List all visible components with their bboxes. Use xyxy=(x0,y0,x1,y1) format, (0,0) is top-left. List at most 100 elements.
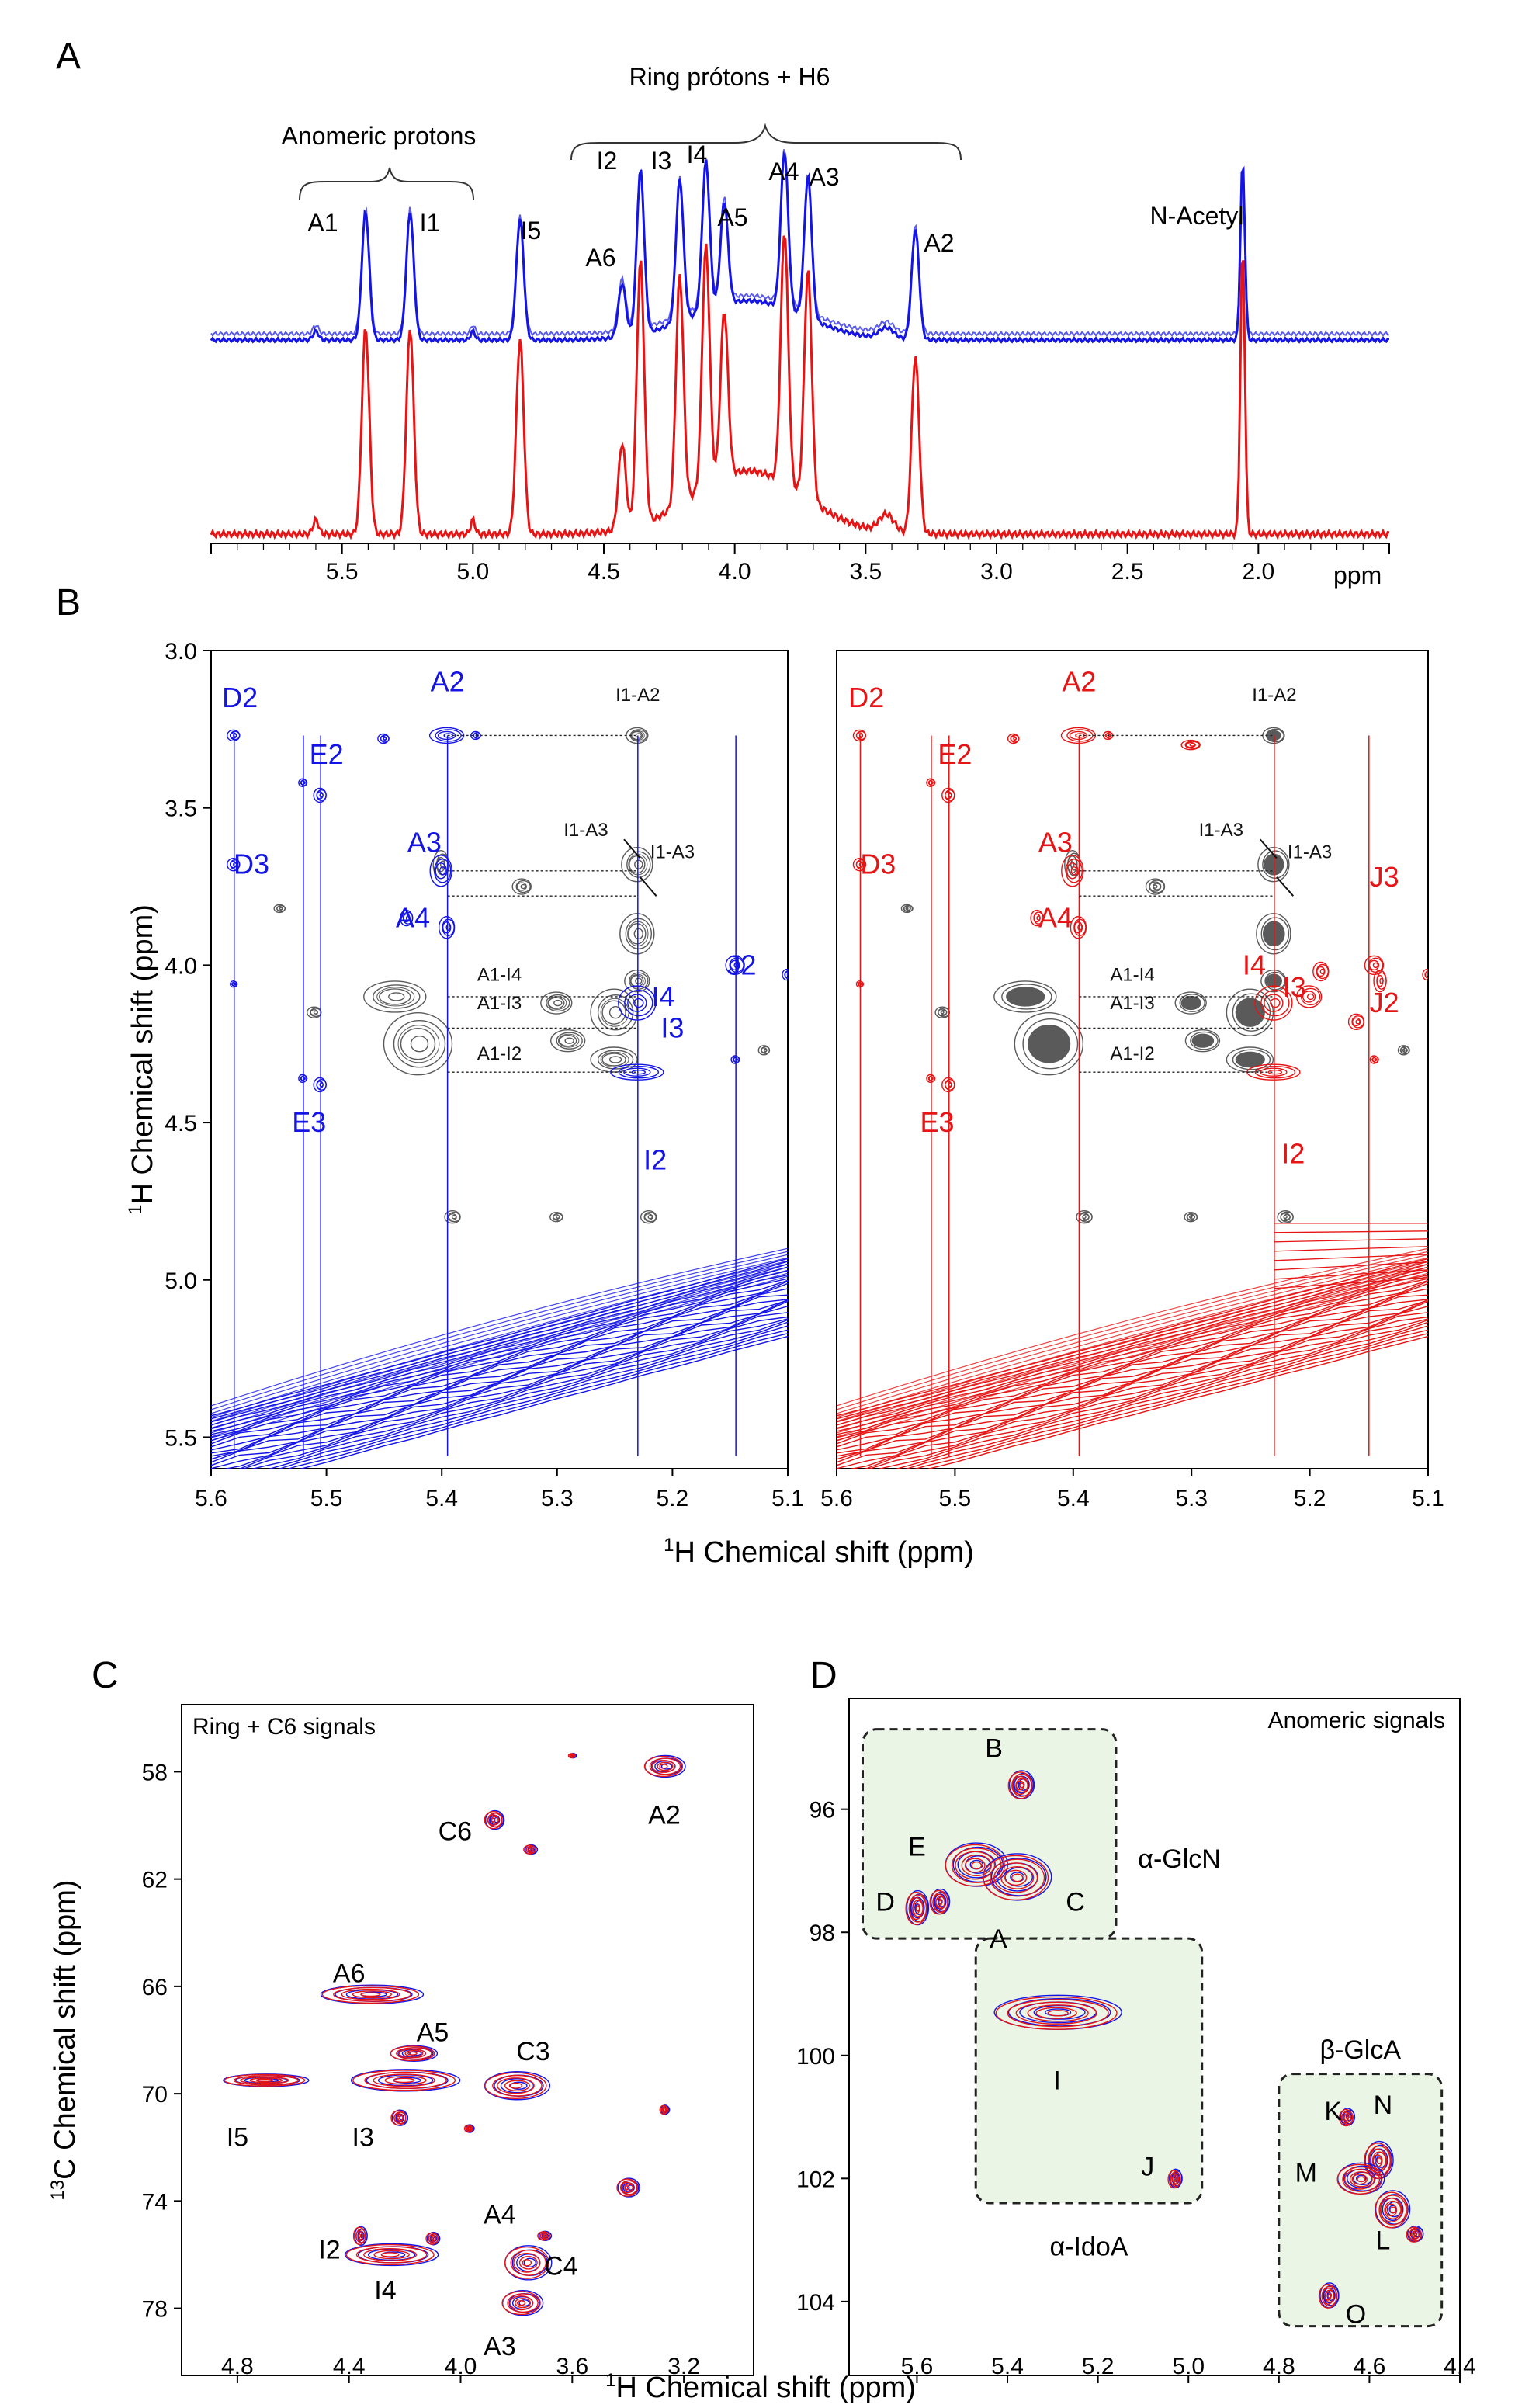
panel-letter-b: B xyxy=(56,582,81,623)
diagonal-contour xyxy=(863,1318,1428,1469)
tocsy-label-d2: D2 xyxy=(222,682,258,713)
roesy-cross-peak xyxy=(307,1006,322,1018)
diagonal-wing xyxy=(211,1257,788,1418)
diagonal-contour xyxy=(837,1294,1428,1451)
hsqc-contour-red xyxy=(567,1753,577,1759)
peak-label-i3: I3 xyxy=(651,147,672,175)
diagonal-wing xyxy=(211,1260,788,1422)
panel-c-frame xyxy=(181,1704,754,2376)
hsqc-contour-red xyxy=(321,1985,420,2004)
diagonal-wing xyxy=(837,1272,1428,1438)
hsqc-contour-red xyxy=(345,2243,435,2266)
panel-d-title: Anomeric signals xyxy=(1268,1708,1445,1733)
tocsy-peak xyxy=(1312,961,1330,982)
peak-label-a5: A5 xyxy=(717,203,747,231)
panel-d-ytick-104: 104 xyxy=(796,2290,835,2316)
diagonal-contour xyxy=(211,1299,788,1454)
tocsy-peak xyxy=(377,733,390,744)
roesy-cross-peak xyxy=(1397,1045,1410,1056)
hsqc-contour-red xyxy=(224,2073,306,2087)
hsqc-contour-red xyxy=(504,2246,549,2279)
diagonal-wing xyxy=(211,1251,788,1410)
diagonal-contour xyxy=(211,1306,788,1466)
diagonal-contour xyxy=(837,1270,1428,1429)
roesy-cross-peak xyxy=(363,980,427,1013)
panel-b-ytick-5-0: 5.0 xyxy=(165,1268,197,1294)
panel-d-xtick-5-6: 5.6 xyxy=(901,2354,934,2379)
tocsy-label-a2: A2 xyxy=(431,666,465,698)
panel-c-ytick-58: 58 xyxy=(142,1760,168,1785)
roesy-cross-peak xyxy=(758,1045,771,1056)
group-box-glcn xyxy=(861,1728,1118,1940)
diagonal-contour xyxy=(211,1275,788,1432)
diagonal-contour xyxy=(849,1316,1428,1469)
cross-peak-label-a1-i2: A1-I2 xyxy=(1110,1043,1154,1064)
roesy-cross-peak xyxy=(640,1209,657,1224)
panel-a-tick-2-5: 2.5 xyxy=(1111,559,1144,585)
roesy-cross-peak xyxy=(1184,1211,1198,1223)
blue-spectrum xyxy=(210,151,1390,345)
tocsy-peak xyxy=(227,729,241,742)
panel-b-ytick-4-0: 4.0 xyxy=(165,953,197,979)
hsqc-anomeric-red xyxy=(1167,2170,1181,2189)
roesy-cross-peak xyxy=(619,913,655,955)
group-box-idoa xyxy=(974,1937,1204,2205)
group-label-glcn: α-GlcN xyxy=(1138,1844,1221,1874)
diagonal-wing xyxy=(837,1275,1428,1442)
panel-a-tick-5-5: 5.5 xyxy=(326,559,359,585)
hsqc-label-i2: I2 xyxy=(318,2236,340,2265)
cross-peak-label-a1-i2: A1-I2 xyxy=(477,1043,522,1064)
tocsy-peak xyxy=(852,729,867,742)
panel-b-ytick-4-5: 4.5 xyxy=(165,1111,197,1136)
panel-b-left-frame xyxy=(210,650,789,1469)
roesy-cross-peak xyxy=(621,846,653,883)
diagonal-contour xyxy=(299,1335,788,1469)
diagonal-wing xyxy=(1274,1246,1428,1252)
tocsy-peak xyxy=(399,909,414,927)
panel-a-tick-3-5: 3.5 xyxy=(849,559,882,585)
diagonal-contour xyxy=(837,1266,1428,1426)
panel-a-tick-4-0: 4.0 xyxy=(719,559,751,585)
diagonal-contour xyxy=(251,1321,788,1469)
panel-b-left-xtick-5-6: 5.6 xyxy=(195,1486,227,1511)
diagonal-wing xyxy=(211,1266,788,1430)
diagonal-contour xyxy=(837,1279,1428,1438)
panel-d-xtick-5-0: 5.0 xyxy=(1172,2354,1205,2379)
tocsy-peak xyxy=(1373,969,1387,993)
panel-b-right-xtick-5-2: 5.2 xyxy=(1294,1486,1326,1511)
peak-label-i2: I2 xyxy=(597,147,618,175)
hsqc-label-c6: C6 xyxy=(439,1816,472,1846)
hsqc-label-a5: A5 xyxy=(417,2018,449,2048)
panel-a-tick-2-0: 2.0 xyxy=(1242,559,1274,585)
panel-c-xtick-3-2: 3.2 xyxy=(667,2354,700,2379)
panel-a-spectra: A1 I1 I5 A6 I2 I3 I4 A5 A4 A3 A2 N-Acetyl Anomeric … xyxy=(210,63,1390,589)
tocsy-peak xyxy=(1246,1063,1301,1081)
diagonal-contour xyxy=(877,1321,1428,1469)
tocsy-label-a3: A3 xyxy=(407,826,442,858)
cross-peak-label-i1-a3: I1-A3 xyxy=(650,842,695,863)
tocsy-label-a4: A4 xyxy=(396,902,430,934)
diagonal-contour xyxy=(224,1316,788,1469)
diagonal-wing xyxy=(211,1254,788,1414)
tocsy-peak xyxy=(428,727,465,744)
roesy-cross-peak xyxy=(1277,1209,1294,1224)
hsqc-contour-red xyxy=(352,2070,456,2091)
tocsy-peak xyxy=(1030,909,1044,927)
cross-peak-label-i1-a3: I1-A3 xyxy=(1288,842,1332,863)
hsqc-contour-red xyxy=(463,2124,473,2133)
hsqc-anomeric-red xyxy=(1374,2191,1409,2229)
tocsy-peak xyxy=(941,1077,955,1093)
panel-a-tick-4-5: 4.5 xyxy=(588,559,620,585)
tocsy-label-d3: D3 xyxy=(234,848,269,880)
tocsy-label-a4: A4 xyxy=(1038,902,1073,934)
roesy-cross-peak xyxy=(273,904,286,914)
leader-line xyxy=(623,838,641,859)
panel-c-xtick-4-4: 4.4 xyxy=(333,2354,366,2379)
hsqc-label-i4: I4 xyxy=(374,2275,396,2305)
diagonal-contour xyxy=(868,1319,1428,1469)
diagonal-contour xyxy=(211,1288,788,1448)
diagonal-contour xyxy=(837,1312,1428,1469)
diagonal-wing xyxy=(837,1254,1428,1414)
diagonal-wing xyxy=(837,1251,1428,1410)
anomeric-label-k: K xyxy=(1324,2097,1342,2126)
